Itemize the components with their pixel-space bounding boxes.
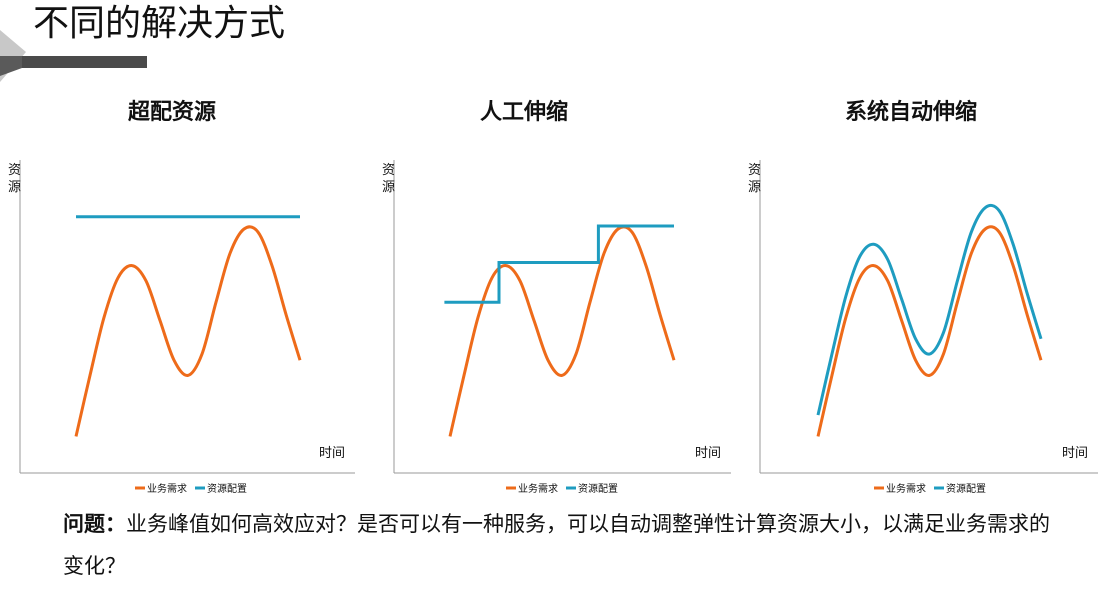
series-line-demand (448, 225, 676, 437)
series-line-resource (444, 224, 674, 304)
question-body: 业务峰值如何高效应对？是否可以有一种服务，可以自动调整弹性计算资源大小，以满足业… (63, 512, 1050, 578)
legend-label-demand: 业务需求 (886, 482, 926, 495)
legend-label-demand: 业务需求 (147, 482, 187, 495)
y-axis-label: 资源 (382, 163, 395, 195)
legend-label-demand: 业务需求 (518, 482, 558, 495)
legend-label-resource: 资源配置 (207, 482, 247, 495)
title-decoration (0, 30, 147, 82)
legend-label-resource: 资源配置 (578, 482, 618, 495)
y-axis-label: 资源 (8, 163, 21, 195)
series-line-demand (816, 225, 1043, 437)
series-line-demand (74, 225, 302, 437)
slide-title: 不同的解决方式 (33, 3, 286, 44)
x-axis-label: 时间 (1062, 446, 1088, 461)
chart-1-heading: 超配资源 (127, 100, 216, 125)
chart-2-heading: 人工伸缩 (479, 100, 568, 125)
legend-label-resource: 资源配置 (946, 482, 986, 495)
series-line-resource (816, 203, 1043, 416)
x-axis-label: 时间 (319, 446, 345, 461)
question-label: 问题： (63, 512, 126, 536)
question-text: 问题：业务峰值如何高效应对？是否可以有一种服务，可以自动调整弹性计算资源大小，以… (63, 503, 1063, 587)
x-axis-label: 时间 (695, 446, 721, 461)
y-axis-label: 资源 (748, 163, 761, 195)
deco-dark-wedge (0, 56, 22, 76)
deco-dark-bar (22, 56, 147, 68)
chart-3-heading: 系统自动伸缩 (844, 100, 977, 125)
